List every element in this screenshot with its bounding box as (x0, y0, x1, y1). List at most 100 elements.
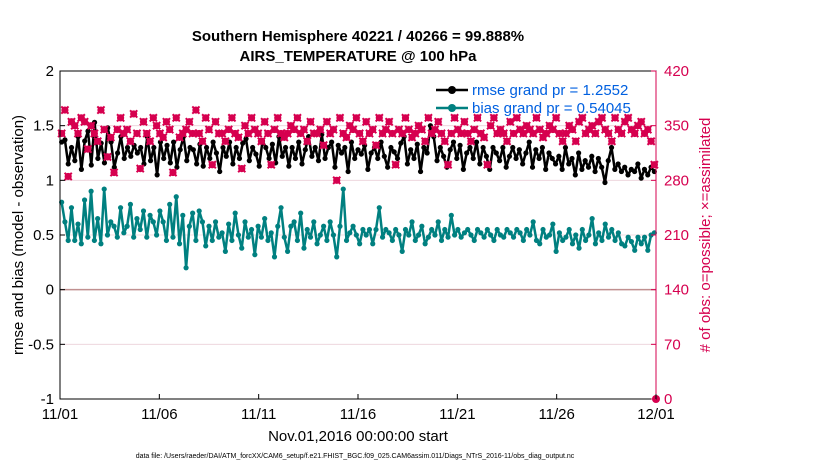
data-point (432, 232, 438, 238)
obs-assimilated-point (528, 129, 538, 138)
obs-assimilated-point (237, 164, 247, 173)
data-point (552, 161, 559, 167)
data-point (638, 241, 644, 247)
obs-assimilated-point (512, 113, 522, 123)
obs-assimilated-point (266, 160, 276, 170)
data-point (154, 232, 160, 238)
data-point (612, 166, 618, 172)
data-point (513, 155, 519, 162)
data-point (173, 194, 179, 200)
data-point (223, 153, 229, 159)
y-tick-label-right: 280 (664, 172, 689, 189)
obs-assimilated-point (401, 113, 410, 123)
obs-assimilated-point (116, 113, 125, 123)
data-point (383, 226, 389, 233)
obs-assimilated-point (505, 117, 515, 127)
y-axis-label-right: # of obs: o=possible; ×=assimilated (697, 118, 714, 353)
chart-title-line1: Southern Hemisphere 40221 / 40266 = 99.8… (192, 28, 524, 45)
data-point (566, 161, 572, 167)
data-point (190, 210, 196, 216)
obs-assimilated-point (168, 168, 178, 177)
x-tick-label: 11/01 (42, 406, 78, 423)
data-point (137, 226, 143, 233)
obs-assimilated-point (217, 129, 227, 138)
data-point (414, 141, 420, 147)
obs-assimilated-point (548, 125, 558, 134)
data-point (467, 144, 473, 151)
data-point (478, 230, 484, 236)
data-point (177, 147, 183, 153)
data-point (307, 234, 314, 240)
data-point (470, 155, 476, 162)
data-point (291, 219, 297, 225)
obs-assimilated-point (404, 125, 414, 134)
data-point (242, 219, 248, 225)
data-point (559, 166, 565, 172)
obs-assimilated-point (57, 129, 66, 138)
data-point (298, 210, 304, 216)
obs-assimilated-point (348, 125, 358, 134)
data-point (68, 205, 75, 211)
y-tick-label-right: 350 (664, 118, 689, 135)
data-point (605, 234, 612, 240)
data-point (425, 234, 432, 240)
data-point (311, 219, 317, 225)
data-point (147, 212, 153, 218)
data-point (504, 226, 510, 233)
data-point (194, 161, 200, 167)
data-point (184, 158, 190, 164)
y-tick-label-left: 0.5 (33, 227, 54, 244)
y-tick-label-right: 210 (664, 227, 689, 244)
obs-assimilated-point (247, 113, 256, 123)
data-point (494, 226, 500, 233)
x-tick-label: 11/21 (439, 406, 475, 423)
obs-assimilated-point (139, 117, 148, 127)
data-point (217, 168, 223, 175)
data-point (586, 232, 592, 238)
obs-assimilated-point (316, 125, 325, 134)
obs-assimilated-point (113, 125, 122, 134)
data-point (631, 168, 638, 175)
data-point (524, 226, 530, 233)
data-point (622, 164, 628, 170)
obs-assimilated-point (342, 133, 351, 142)
obs-assimilated-point (417, 125, 427, 134)
data-point (461, 230, 468, 236)
obs-assimilated-point (145, 136, 155, 146)
y-tick-label-left: -1 (41, 391, 54, 408)
data-point (529, 164, 536, 170)
obs-assimilated-point (483, 160, 492, 170)
y-axis-left: -1 -0.5 0 0.5 1 1.5 2 (28, 63, 65, 408)
data-point (457, 142, 463, 148)
data-point (269, 141, 275, 147)
data-point (91, 237, 97, 244)
legend-label-bias: bias grand pr = 0.54045 (472, 100, 631, 117)
data-point (347, 230, 353, 236)
data-point (641, 234, 648, 240)
obs-assimilated-point (243, 129, 253, 138)
data-point (108, 219, 114, 225)
data-point (250, 144, 256, 151)
data-point (268, 230, 274, 236)
data-point (324, 237, 330, 244)
data-point (645, 247, 651, 253)
data-point (68, 144, 75, 151)
data-point (595, 155, 601, 162)
x-tick-label: 12/01 (637, 406, 675, 423)
data-point (406, 232, 412, 238)
data-point (441, 153, 447, 159)
obs-assimilated-point (433, 117, 443, 127)
data-point (442, 226, 448, 233)
obs-assimilated-point (260, 117, 269, 127)
data-point (585, 164, 592, 170)
obs-assimilated-point (227, 113, 237, 123)
obs-assimilated-point (171, 113, 181, 123)
data-point (81, 197, 88, 203)
data-point (484, 226, 490, 233)
data-point (170, 234, 176, 240)
data-point (235, 232, 242, 238)
obs-assimilated-point (165, 125, 175, 134)
data-point (625, 234, 631, 240)
data-point (72, 158, 78, 164)
